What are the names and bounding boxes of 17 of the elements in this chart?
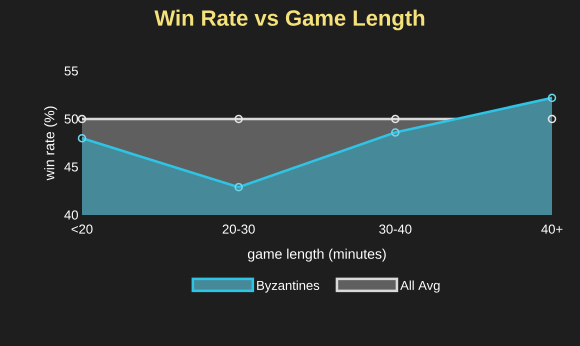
x-axis-title: game length (minutes) bbox=[248, 248, 386, 262]
y-tick-label: 40 bbox=[64, 210, 78, 220]
x-tick-label: 30-40 bbox=[379, 224, 412, 234]
y-tick-label: 50 bbox=[64, 114, 78, 124]
legend-label: All Avg bbox=[400, 280, 440, 293]
point bbox=[234, 114, 243, 124]
y-axis-title: win rate (%) bbox=[44, 106, 58, 180]
point bbox=[391, 114, 400, 124]
x-tick-label: <20 bbox=[72, 224, 93, 234]
x-tick-label: 20-30 bbox=[222, 224, 255, 234]
x-tick-label: 40+ bbox=[541, 224, 562, 234]
point bbox=[548, 114, 556, 124]
point bbox=[78, 114, 86, 124]
chart-title: Win Rate vs Game Length bbox=[154, 10, 424, 30]
y-tick-label: 45 bbox=[64, 162, 78, 172]
legend-label: Byzantines bbox=[257, 280, 320, 293]
y-tick-label: 55 bbox=[64, 66, 78, 76]
